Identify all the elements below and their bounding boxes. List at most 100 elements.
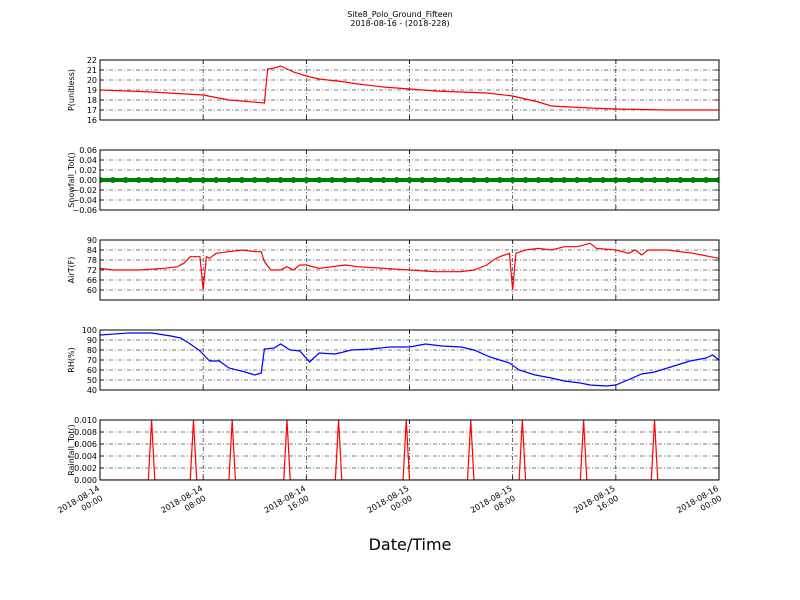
- y-tick-label: −0.04: [72, 196, 97, 205]
- plot-area: [100, 177, 719, 183]
- data-point: [380, 177, 387, 183]
- data-point: [574, 177, 581, 183]
- axes-frame: [99, 149, 720, 211]
- x-tick-label: 2018-08-1408:00: [159, 484, 209, 524]
- data-point: [599, 177, 606, 183]
- y-tick-label: 80: [87, 346, 97, 355]
- data-point: [200, 177, 207, 183]
- chart-title: Site8_Polo_Ground_Fifteen: [347, 10, 452, 19]
- y-tick-label: 0.008: [74, 428, 97, 437]
- y-tick-label: 50: [87, 376, 97, 385]
- data-line: [100, 420, 719, 480]
- data-point: [213, 177, 220, 183]
- y-tick-label: 84: [87, 246, 97, 255]
- y-tick-label: 72: [87, 266, 97, 275]
- y-tick-label: 0.04: [79, 156, 97, 165]
- data-point: [612, 177, 619, 183]
- x-tick-label: 2018-08-1508:00: [469, 484, 519, 524]
- x-tick-label: 2018-08-1600:00: [675, 484, 725, 524]
- data-point: [432, 177, 439, 183]
- x-tick-label: 2018-08-1500:00: [366, 484, 416, 524]
- y-tick-label: 21: [87, 66, 97, 75]
- x-tick-label: 2018-08-1416:00: [263, 484, 313, 524]
- y-tick-label: 60: [87, 286, 97, 295]
- y-tick-label: 22: [87, 56, 97, 65]
- data-point: [651, 177, 658, 183]
- y-tick-label: 90: [87, 236, 97, 245]
- data-point: [393, 177, 400, 183]
- data-point: [109, 177, 116, 183]
- data-point: [187, 177, 194, 183]
- plot-area: [100, 420, 719, 480]
- y-tick-label: 0.004: [74, 452, 97, 461]
- y-tick-label: 20: [87, 76, 97, 85]
- data-point: [251, 177, 258, 183]
- data-point: [264, 177, 271, 183]
- y-tick-label: −0.06: [72, 206, 97, 215]
- y-tick-label: 0.010: [74, 416, 97, 425]
- data-point: [367, 177, 374, 183]
- plot-area: [100, 332, 719, 387]
- data-point: [587, 177, 594, 183]
- data-point: [470, 177, 477, 183]
- data-point: [703, 177, 710, 183]
- data-point: [329, 177, 336, 183]
- data-point: [625, 177, 632, 183]
- data-point: [509, 177, 516, 183]
- data-point: [561, 177, 568, 183]
- x-tick-label: 2018-08-1400:00: [56, 484, 106, 524]
- data-point: [316, 177, 323, 183]
- data-point: [419, 177, 426, 183]
- data-point: [174, 177, 181, 183]
- data-point: [483, 177, 490, 183]
- data-point: [238, 177, 245, 183]
- y-tick-label: 0.06: [79, 146, 97, 155]
- data-point: [354, 177, 361, 183]
- y-tick-label: 18: [87, 96, 97, 105]
- y-axis-label: RH(%): [67, 347, 76, 372]
- data-point: [716, 177, 719, 183]
- x-tick-label: 2018-08-1516:00: [572, 484, 622, 524]
- y-tick-label: 78: [87, 256, 97, 265]
- data-point: [522, 177, 529, 183]
- y-tick-label: 0.006: [74, 440, 97, 449]
- data-point: [677, 177, 684, 183]
- axes-frame: [99, 419, 720, 481]
- plot-area: [100, 242, 719, 291]
- y-tick-label: 0.002: [74, 464, 97, 473]
- y-tick-label: −0.02: [72, 186, 97, 195]
- data-point: [406, 177, 413, 183]
- y-tick-label: 66: [87, 276, 97, 285]
- data-point: [638, 177, 645, 183]
- y-axis-label: P(unitless): [67, 69, 76, 111]
- data-point: [535, 177, 542, 183]
- data-point: [290, 177, 297, 183]
- data-point: [122, 177, 129, 183]
- data-point: [148, 177, 155, 183]
- y-tick-label: 60: [87, 366, 97, 375]
- data-line: [100, 242, 719, 291]
- data-point: [458, 177, 465, 183]
- y-tick-label: 100: [82, 326, 97, 335]
- y-tick-label: 19: [87, 86, 97, 95]
- y-axis-label: AirT(F): [67, 257, 76, 284]
- y-tick-label: 16: [87, 116, 97, 125]
- axes-frame: [99, 59, 720, 121]
- y-tick-label: 40: [87, 386, 97, 395]
- data-point: [548, 177, 555, 183]
- data-point: [100, 177, 103, 183]
- data-line: [100, 65, 719, 111]
- x-axis-label: Date/Time: [369, 535, 452, 554]
- y-tick-label: 0.00: [79, 176, 97, 185]
- data-point: [445, 177, 452, 183]
- data-point: [664, 177, 671, 183]
- y-tick-label: 90: [87, 336, 97, 345]
- data-point: [303, 177, 310, 183]
- y-tick-label: 17: [87, 106, 97, 115]
- y-tick-label: 70: [87, 356, 97, 365]
- chart-subtitle: 2018-08-16 - (2018-228): [350, 19, 449, 28]
- data-point: [161, 177, 168, 183]
- data-point: [496, 177, 503, 183]
